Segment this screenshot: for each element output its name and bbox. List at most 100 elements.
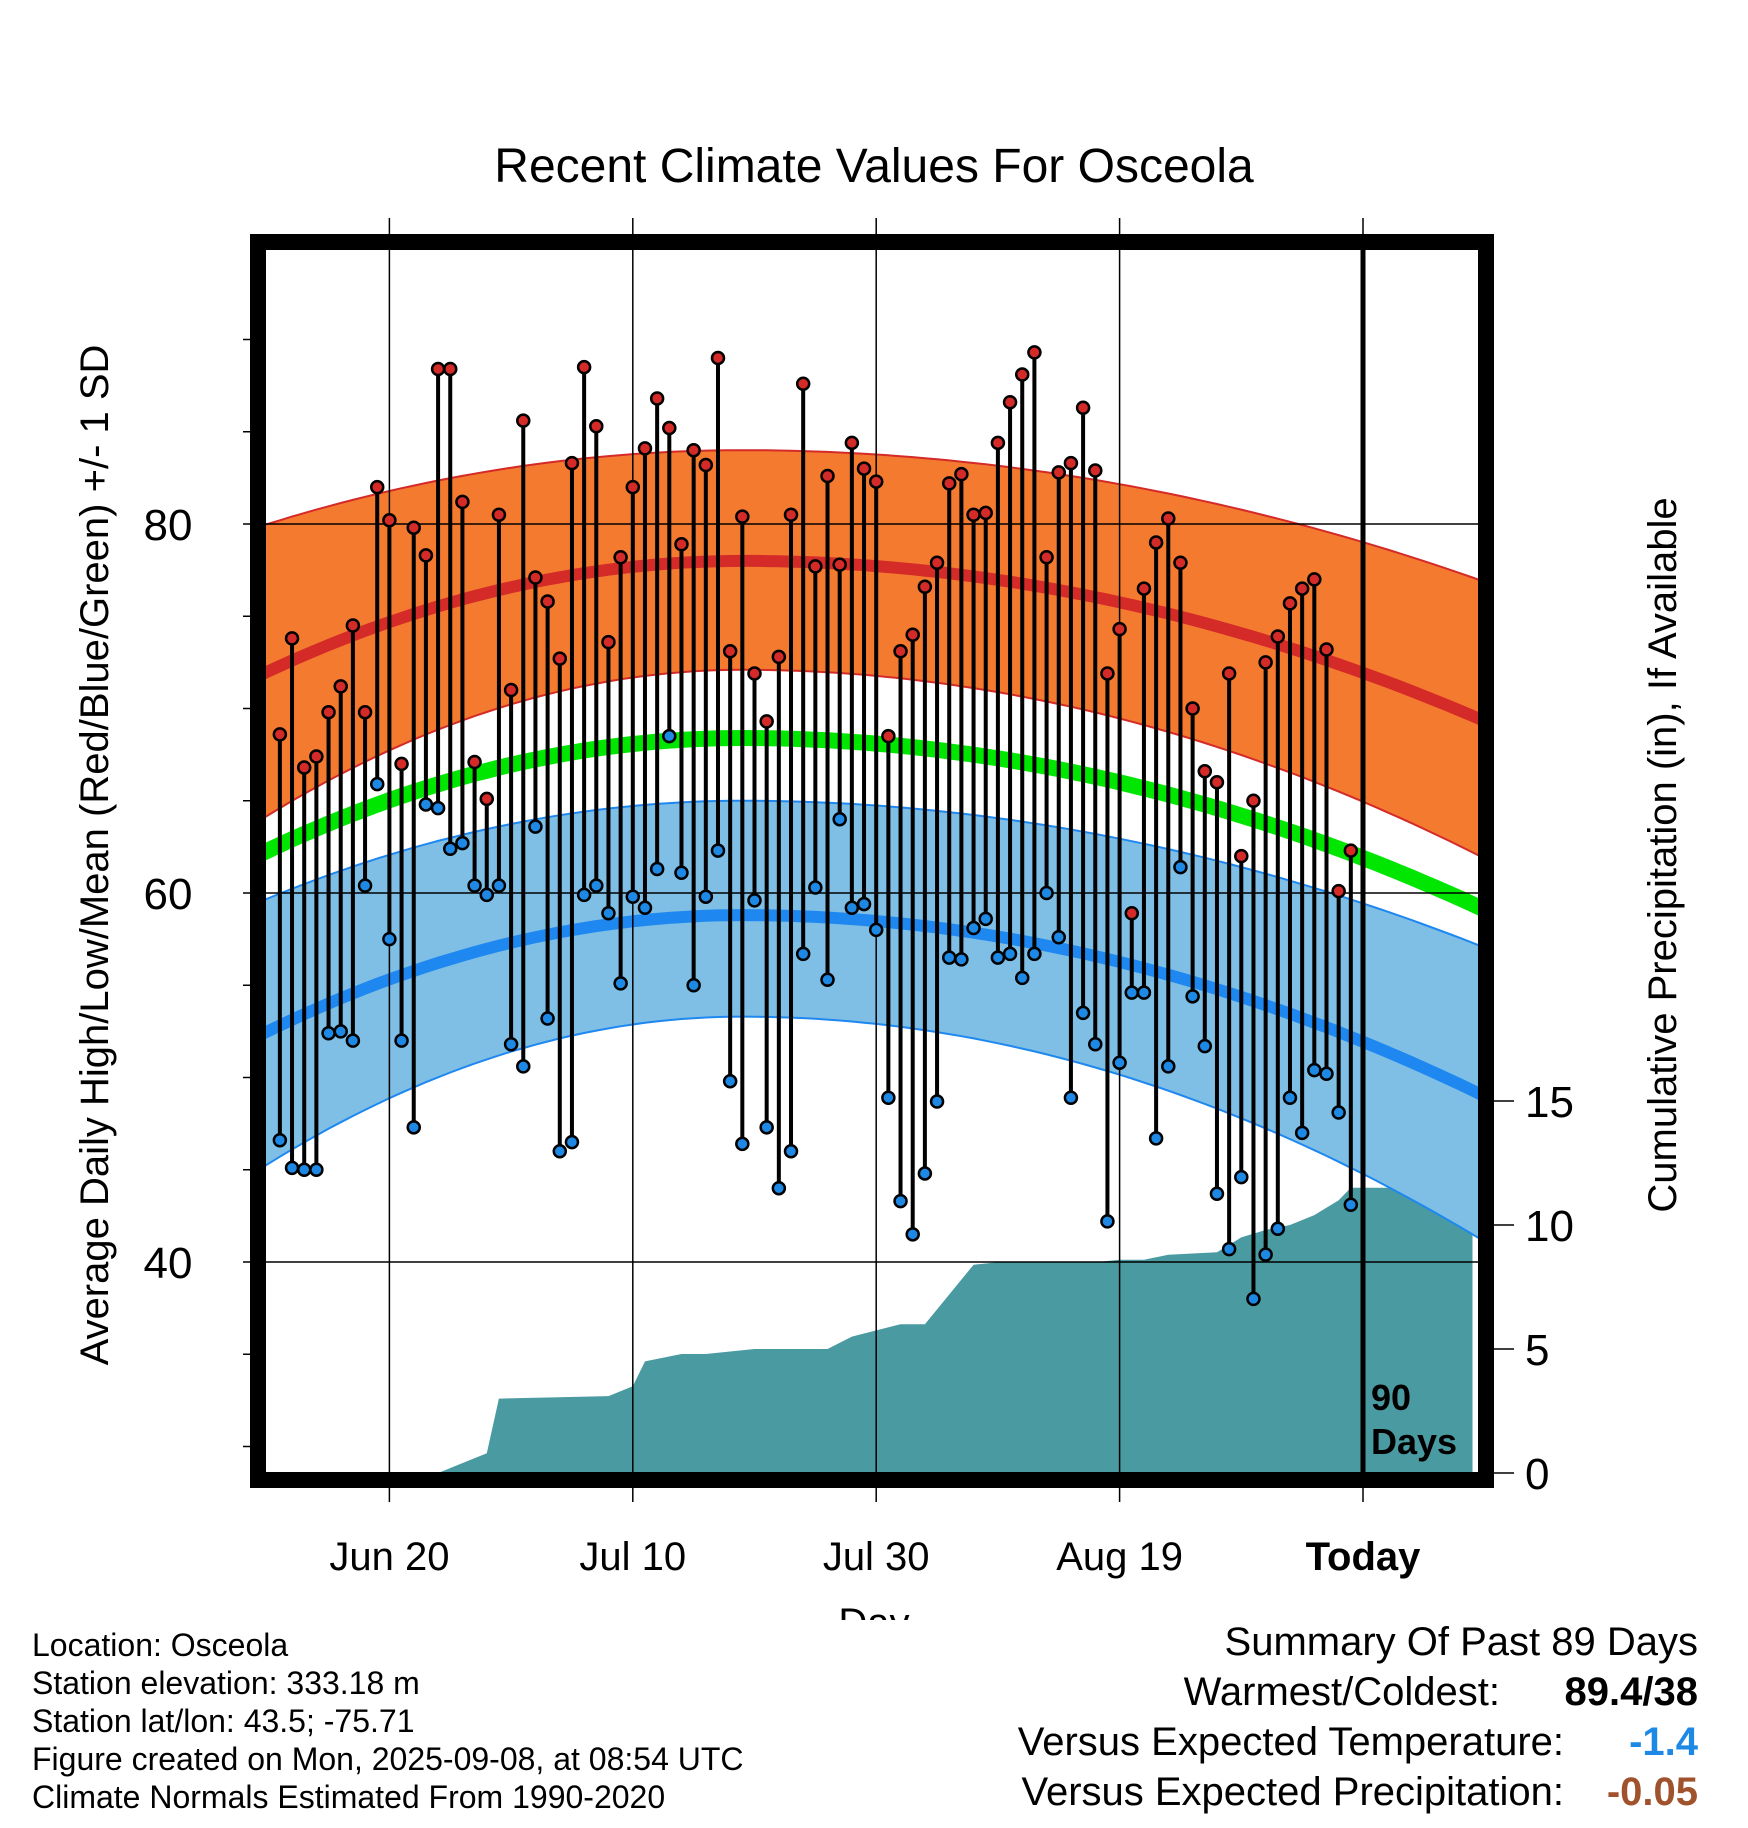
daily-low-point: [406, 1120, 421, 1135]
daily-low-point: [856, 896, 872, 912]
daily-high-point: [589, 418, 604, 434]
daily-high-point: [649, 391, 665, 406]
daily-low-point: [1319, 1066, 1334, 1082]
daily-high-point: [564, 455, 580, 471]
x-tick-label: Jul 10: [579, 1535, 686, 1579]
x-tick-label: Jun 20: [329, 1535, 449, 1579]
daily-low-point: [455, 835, 470, 851]
daily-low-point: [613, 976, 628, 991]
daily-high-point: [369, 479, 385, 495]
daily-low-point: [1282, 1090, 1298, 1106]
daily-high-point: [1051, 465, 1066, 480]
daily-high-point: [1124, 906, 1140, 921]
daily-low-point: [710, 843, 726, 858]
axes: 40 60 80 0 5 10 15 Jun 20 Jul 10 Jul 30 Aug 19 Toda…: [144, 218, 1574, 1579]
y2-tick-label: 15: [1525, 1078, 1574, 1127]
daily-low-point: [357, 878, 373, 893]
daily-low-point: [418, 797, 434, 812]
daily-low-point: [832, 811, 847, 827]
daily-high-point: [552, 651, 568, 666]
daily-high-point: [321, 704, 336, 720]
climate-chart: Recent Climate Values For Osceola Averag…: [73, 140, 1685, 1620]
daily-low-point: [722, 1073, 738, 1089]
daily-high-point: [820, 468, 835, 484]
y-tick-label: 60: [144, 870, 193, 919]
daily-low-point: [552, 1144, 568, 1159]
daily-low-point: [1002, 946, 1018, 962]
daily-high-point: [430, 361, 446, 377]
daily-low-point: [783, 1144, 799, 1159]
y2-tick-label: 0: [1525, 1450, 1549, 1499]
warmest-coldest-value: 89.4/38: [1564, 1670, 1698, 1714]
y2-axis-label: Cumulative Precipitation (in), If Availa…: [1641, 497, 1685, 1212]
footer-elevation: Station elevation: 333.18 m: [32, 1665, 420, 1701]
daily-low-point: [491, 878, 507, 893]
daily-low-point: [1294, 1125, 1310, 1141]
daily-high-point: [771, 649, 787, 665]
daily-low-point: [528, 819, 543, 834]
daily-high-point: [1307, 572, 1322, 587]
daily-high-point: [1112, 621, 1127, 637]
daily-low-point: [1148, 1131, 1164, 1146]
footer-location: Location: Osceola: [32, 1627, 289, 1663]
daily-low-point: [759, 1120, 774, 1135]
daily-high-point: [686, 442, 701, 458]
daily-low-point: [479, 887, 495, 903]
daily-low-point: [601, 906, 616, 921]
low-sd-band: [265, 799, 1480, 1240]
daily-low-point: [516, 1059, 531, 1074]
daily-high-point: [296, 760, 312, 775]
daily-high-point: [856, 461, 872, 476]
daily-high-point: [893, 644, 908, 659]
daily-high-point: [722, 644, 738, 659]
temp-departure-value: -1.4: [1629, 1720, 1698, 1764]
daily-high-point: [1088, 463, 1103, 478]
daily-low-point: [747, 893, 762, 908]
daily-high-point: [1209, 775, 1225, 790]
daily-high-point: [1294, 581, 1310, 596]
daily-low-point: [443, 841, 458, 856]
daily-high-point: [747, 666, 762, 681]
daily-high-point: [406, 520, 421, 535]
daily-high-point: [1221, 666, 1237, 681]
daily-high-point: [978, 505, 993, 521]
daily-high-point: [1148, 535, 1164, 550]
daily-high-point: [808, 559, 823, 574]
daily-low-point: [881, 1090, 896, 1106]
y-tick-label: 40: [144, 1239, 193, 1288]
daily-low-point: [333, 1024, 348, 1039]
x-tick-label: Today: [1306, 1535, 1422, 1579]
daily-high-point: [503, 682, 519, 698]
daily-low-point: [905, 1227, 920, 1242]
daily-low-point: [430, 800, 446, 816]
daily-low-point: [1197, 1038, 1213, 1054]
daily-low-point: [637, 900, 653, 916]
daily-high-point: [1343, 843, 1359, 858]
daily-high-point: [941, 476, 957, 491]
daily-high-point: [905, 627, 920, 642]
daily-low-point: [1027, 946, 1042, 962]
y-tick-label: 80: [144, 501, 193, 550]
daily-high-point: [576, 359, 592, 375]
daily-low-point: [272, 1132, 288, 1148]
daily-low-point: [309, 1162, 324, 1177]
daily-high-point: [929, 555, 945, 570]
daily-high-point: [662, 420, 677, 436]
daily-low-point: [321, 1025, 336, 1041]
footer-latlon: Station lat/lon: 43.5; -75.71: [32, 1703, 415, 1739]
daily-high-point: [625, 479, 641, 495]
daily-high-point: [1100, 666, 1115, 681]
x-tick-label: Aug 19: [1056, 1535, 1183, 1579]
daily-high-point: [1270, 629, 1286, 644]
daily-low-point: [1063, 1090, 1079, 1106]
daily-high-point: [613, 549, 628, 565]
y2-tick-label: 10: [1525, 1202, 1574, 1251]
daily-low-point: [795, 946, 811, 962]
daily-low-point: [735, 1136, 750, 1152]
daily-high-point: [868, 474, 884, 489]
daily-low-point: [394, 1033, 409, 1048]
daily-high-point: [272, 727, 288, 742]
daily-high-point: [1063, 455, 1079, 471]
daily-low-point: [564, 1134, 580, 1150]
daily-low-point: [1112, 1055, 1127, 1070]
